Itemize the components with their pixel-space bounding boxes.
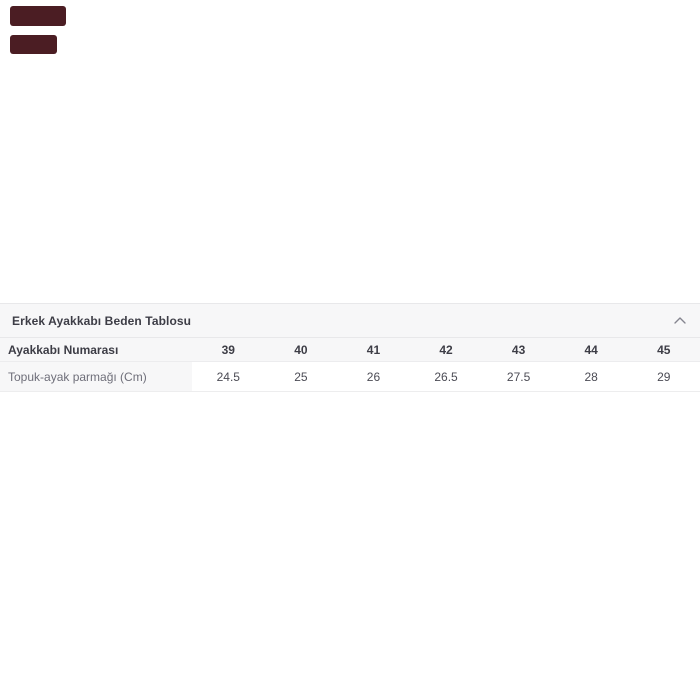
table-cell: 44 xyxy=(584,342,598,357)
table-cell: 26.5 xyxy=(434,369,458,384)
color-swatch-1[interactable] xyxy=(10,6,66,26)
table-row-shoe-sizes: Ayakkabı Numarası 39 40 41 42 43 44 45 xyxy=(0,338,700,362)
table-cell: 40 xyxy=(294,342,308,357)
shoe-size-cells: 39 40 41 42 43 44 45 xyxy=(192,338,700,361)
table-cell: 28 xyxy=(584,369,598,384)
table-cell: 39 xyxy=(221,342,235,357)
color-swatch-2[interactable] xyxy=(10,35,57,54)
table-cell: 41 xyxy=(366,342,381,357)
table-cell: 25 xyxy=(294,369,308,384)
size-table-accordion-header[interactable]: Erkek Ayakkabı Beden Tablosu xyxy=(0,304,700,338)
table-cell: 45 xyxy=(657,342,671,357)
table-cell: 26 xyxy=(366,369,381,384)
heel-toe-cells: 24.5 25 26 26.5 27.5 28 29 xyxy=(192,362,700,391)
table-cell: 42 xyxy=(439,342,453,357)
table-cell: 27.5 xyxy=(506,369,531,384)
row-label-shoe-size: Ayakkabı Numarası xyxy=(8,342,119,357)
table-cell: 24.5 xyxy=(216,369,240,384)
chevron-up-icon[interactable] xyxy=(674,317,686,324)
table-cell: 43 xyxy=(511,342,526,357)
size-table-title: Erkek Ayakkabı Beden Tablosu xyxy=(12,313,192,328)
row-label-heel-toe: Topuk-ayak parmağı (Cm) xyxy=(8,369,147,384)
table-row-heel-toe-cm: Topuk-ayak parmağı (Cm) 24.5 25 26 26.5 … xyxy=(0,362,700,391)
table-cell: 29 xyxy=(657,369,671,384)
size-table-section: Erkek Ayakkabı Beden Tablosu Ayakkabı Nu… xyxy=(0,303,700,392)
